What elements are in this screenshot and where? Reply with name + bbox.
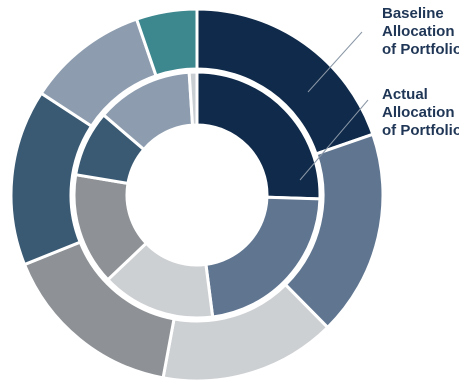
legend-inner-line-3: of Portfolio: [382, 122, 459, 139]
legend-leader-outer: [307, 31, 363, 93]
inner-ring-actual: [72, 70, 322, 320]
legend-outer-line-1: Baseline: [382, 5, 444, 22]
legend-outer-line-2: Allocation: [382, 23, 455, 40]
legend-inner-line-1: Actual: [382, 86, 428, 103]
legend-inner-label: Actual Allocation of Portfolio: [382, 86, 459, 139]
legend: Baseline Allocation of Portfolio Actual …: [299, 5, 459, 181]
legend-inner-line-2: Allocation: [382, 104, 455, 121]
outer-ring-baseline: [9, 7, 385, 381]
inner-ring-segment-7: [187, 70, 199, 127]
inner-ring-segment-1: [195, 70, 322, 201]
legend-outer-line-3: of Portfolio: [382, 41, 459, 58]
outer-ring-segment-7: [134, 7, 199, 78]
legend-outer-label: Baseline Allocation of Portfolio: [382, 5, 459, 58]
legend-leader-inner: [299, 99, 369, 181]
